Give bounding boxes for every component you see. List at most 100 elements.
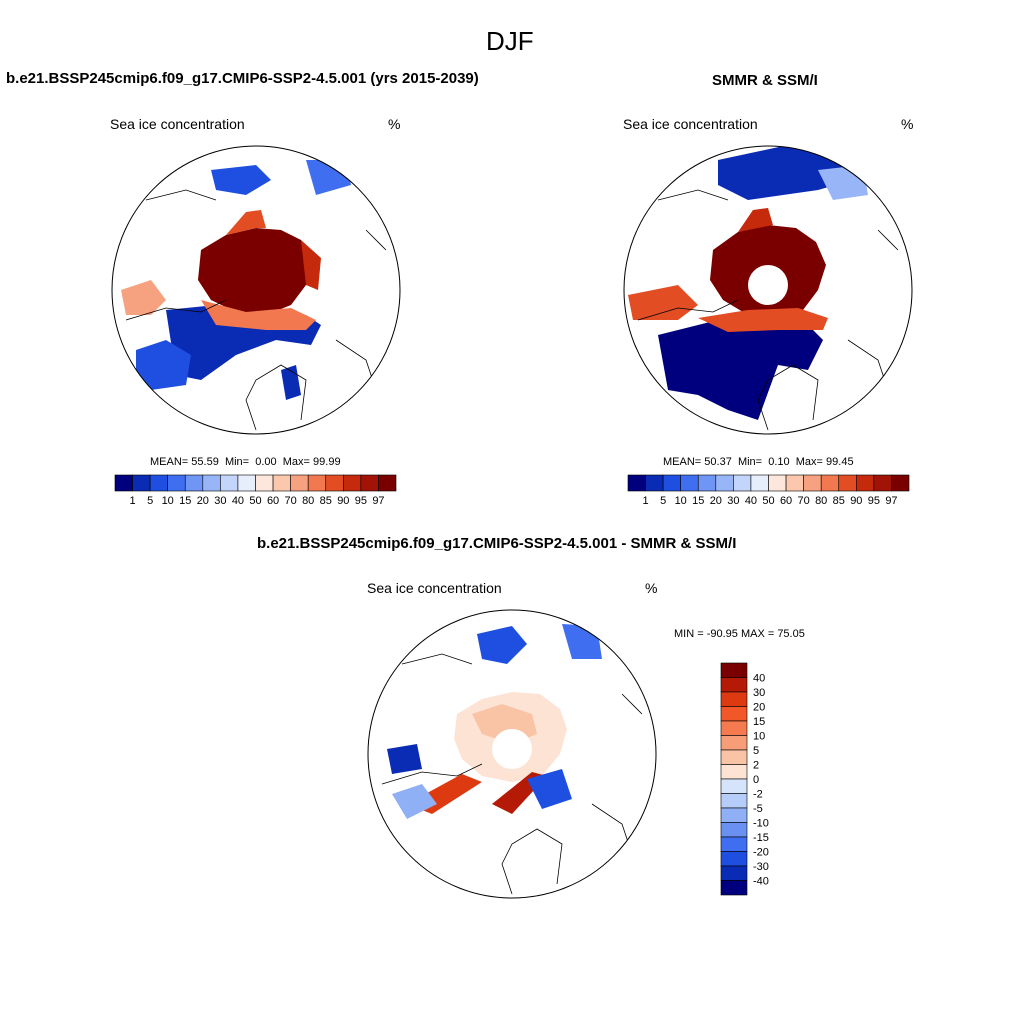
- colorbar-tick-label: 90: [337, 495, 349, 507]
- colorbar-swatch: [132, 474, 151, 492]
- colorbar-tick-label: 40: [745, 495, 757, 507]
- colorbar-tick-label: 95: [355, 495, 367, 507]
- model-central-ice: [198, 228, 311, 315]
- colorbar-swatch: [627, 474, 646, 492]
- colorbar-tick-label: 10: [675, 495, 687, 507]
- diff-units-label: %: [645, 580, 658, 596]
- model-variable-label: Sea ice concentration: [110, 116, 245, 132]
- model-atlantic-ice-edge: [201, 300, 316, 330]
- colorbar-swatch: [891, 474, 910, 492]
- colorbar-swatch: [202, 474, 221, 492]
- colorbar-swatch: [645, 474, 664, 492]
- diff-barents-neg: [527, 769, 572, 809]
- obs-stats: MEAN= 50.37 Min= 0.10 Max= 99.45: [663, 456, 854, 468]
- colorbar-swatch: [720, 735, 748, 751]
- colorbar-tick-label: 50: [762, 495, 774, 507]
- obs-okhotsk-ice: [718, 146, 853, 200]
- colorbar-swatch: [290, 474, 309, 492]
- diff-variable-label: Sea ice concentration: [367, 580, 502, 596]
- colorbar-tick-label: 97: [885, 495, 897, 507]
- colorbar-tick-label: -30: [753, 861, 769, 873]
- colorbar-tick-label: -2: [753, 789, 763, 801]
- diff-hudson-neg: [387, 744, 422, 774]
- colorbar-tick-label: 20: [710, 495, 722, 507]
- colorbar-swatch: [720, 793, 748, 809]
- colorbar-tick-label: 40: [232, 495, 244, 507]
- colorbar-tick-label: 40: [753, 673, 765, 685]
- colorbar-swatch: [662, 474, 681, 492]
- colorbar-swatch: [720, 749, 748, 765]
- colorbar-tick-label: -40: [753, 876, 769, 888]
- colorbar-swatch: [114, 474, 133, 492]
- colorbar-swatch: [873, 474, 892, 492]
- colorbar-swatch: [307, 474, 327, 492]
- model-okhotsk-ice: [211, 165, 271, 195]
- colorbar-swatch: [378, 474, 397, 492]
- colorbar-tick-label: 1: [130, 495, 136, 507]
- colorbar-tick-label: 50: [249, 495, 261, 507]
- colorbar-tick-label: 30: [214, 495, 226, 507]
- obs-colorbar: 1 5 10 15 20 30 40 50 60 70 80 85 90 95 97: [627, 474, 910, 507]
- colorbar-swatch: [733, 474, 752, 492]
- colorbar-swatch: [720, 880, 748, 896]
- diff-stats: MIN = -90.95 MAX = 75.05: [674, 628, 805, 640]
- colorbar-tick-label: -5: [753, 803, 763, 815]
- colorbar-swatch: [220, 474, 239, 492]
- colorbar-tick-label: 60: [780, 495, 792, 507]
- obs-hudson-ice: [628, 285, 698, 320]
- colorbar-swatch: [255, 474, 274, 492]
- colorbar-tick-label: 70: [798, 495, 810, 507]
- colorbar-tick-label: 0: [753, 774, 759, 786]
- colorbar-tick-label: -15: [753, 832, 769, 844]
- model-stats: MEAN= 55.59 Min= 0.00 Max= 99.99: [150, 456, 341, 468]
- colorbar-tick-label: 15: [753, 716, 765, 728]
- colorbar-swatch: [720, 807, 748, 823]
- diff-panel-title: b.e21.BSSP245cmip6.f09_g17.CMIP6-SSP2-4.…: [257, 535, 737, 552]
- colorbar-swatch: [237, 474, 256, 492]
- model-map: [111, 145, 401, 435]
- colorbar-swatch: [343, 474, 362, 492]
- diff-map: [367, 609, 657, 899]
- colorbar-swatch: [803, 474, 822, 492]
- model-units-label: %: [388, 116, 401, 132]
- colorbar-swatch: [715, 474, 734, 492]
- obs-atlantic-ice: [658, 320, 823, 420]
- colorbar-tick-label: 2: [753, 760, 759, 772]
- colorbar-swatch: [720, 764, 748, 780]
- colorbar-swatch: [149, 474, 168, 492]
- colorbar-tick-label: 90: [850, 495, 862, 507]
- colorbar-tick-label: 30: [727, 495, 739, 507]
- model-ice-edge-upper: [226, 210, 266, 235]
- figure-title: DJF: [486, 26, 534, 56]
- colorbar-swatch: [720, 836, 748, 852]
- colorbar-swatch: [720, 662, 748, 678]
- colorbar-swatch: [768, 474, 787, 492]
- obs-coastline: [637, 189, 899, 431]
- colorbar-tick-label: -20: [753, 847, 769, 859]
- colorbar-tick-label: 85: [320, 495, 332, 507]
- colorbar-tick-label: 20: [197, 495, 209, 507]
- model-hudson-ice: [121, 280, 166, 315]
- colorbar-swatch: [720, 865, 748, 881]
- colorbar-tick-label: 10: [162, 495, 174, 507]
- colorbar-swatch: [184, 474, 204, 492]
- colorbar-tick-label: 20: [753, 702, 765, 714]
- obs-map: [623, 145, 913, 435]
- diff-okhotsk-neg: [477, 626, 527, 664]
- colorbar-tick-label: 60: [267, 495, 279, 507]
- colorbar-swatch: [720, 706, 748, 722]
- colorbar-tick-label: 70: [285, 495, 297, 507]
- colorbar-swatch: [720, 778, 748, 794]
- colorbar-swatch: [856, 474, 875, 492]
- colorbar-swatch: [750, 474, 769, 492]
- colorbar-tick-label: 30: [753, 687, 765, 699]
- diff-coastline: [381, 653, 643, 895]
- colorbar-tick-label: 95: [868, 495, 880, 507]
- colorbar-swatch: [720, 677, 748, 693]
- colorbar-swatch: [680, 474, 699, 492]
- colorbar-swatch: [272, 474, 291, 492]
- colorbar-swatch: [720, 720, 748, 736]
- colorbar-swatch: [720, 822, 748, 838]
- colorbar-tick-label: -10: [753, 818, 769, 830]
